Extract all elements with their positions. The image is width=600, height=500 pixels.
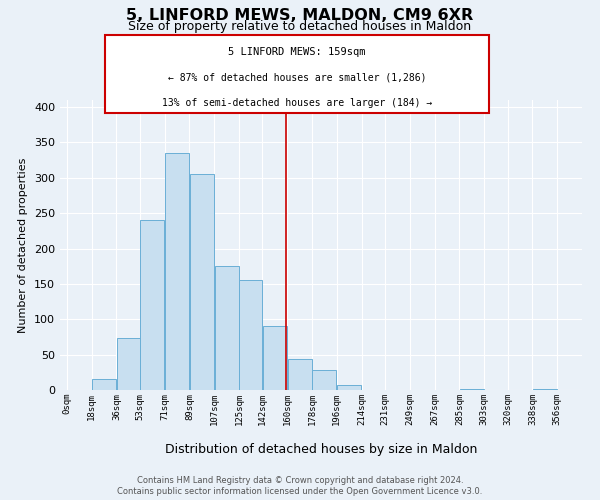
Bar: [337, 385, 361, 390]
Bar: [140, 220, 164, 390]
Text: Size of property relative to detached houses in Maldon: Size of property relative to detached ho…: [128, 20, 472, 33]
Bar: [190, 174, 214, 390]
Text: 5, LINFORD MEWS, MALDON, CM9 6XR: 5, LINFORD MEWS, MALDON, CM9 6XR: [127, 8, 473, 22]
Text: Distribution of detached houses by size in Maldon: Distribution of detached houses by size …: [165, 442, 477, 456]
Bar: [165, 153, 189, 390]
Bar: [533, 388, 557, 390]
Bar: [117, 338, 140, 390]
Text: 13% of semi-detached houses are larger (184) →: 13% of semi-detached houses are larger (…: [162, 98, 432, 108]
Bar: [239, 280, 262, 390]
Bar: [313, 370, 337, 390]
Bar: [92, 378, 116, 390]
Text: 5 LINFORD MEWS: 159sqm: 5 LINFORD MEWS: 159sqm: [228, 47, 366, 57]
Text: ← 87% of detached houses are smaller (1,286): ← 87% of detached houses are smaller (1,…: [168, 72, 426, 83]
Bar: [460, 388, 484, 390]
Y-axis label: Number of detached properties: Number of detached properties: [19, 158, 28, 332]
Bar: [287, 359, 312, 390]
Bar: [263, 326, 287, 390]
Bar: [215, 266, 239, 390]
Text: Contains HM Land Registry data © Crown copyright and database right 2024.: Contains HM Land Registry data © Crown c…: [137, 476, 463, 485]
FancyBboxPatch shape: [105, 35, 489, 112]
Text: Contains public sector information licensed under the Open Government Licence v3: Contains public sector information licen…: [118, 488, 482, 496]
